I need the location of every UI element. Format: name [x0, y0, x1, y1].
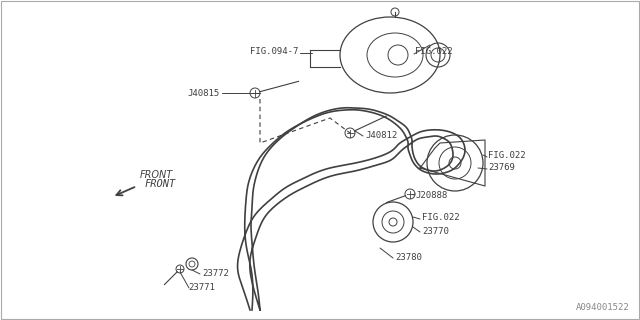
Text: FRONT: FRONT — [145, 179, 176, 189]
Text: 23769: 23769 — [488, 164, 515, 172]
Text: 23780: 23780 — [395, 253, 422, 262]
Text: FRONT: FRONT — [140, 170, 173, 180]
Text: 23771: 23771 — [188, 284, 215, 292]
Text: 23770: 23770 — [422, 227, 449, 236]
Text: J40812: J40812 — [365, 131, 397, 140]
Text: A094001522: A094001522 — [576, 303, 630, 312]
Text: J40815: J40815 — [188, 89, 220, 98]
Text: 23772: 23772 — [202, 269, 229, 278]
Text: FIG.022: FIG.022 — [415, 47, 452, 57]
Text: J20888: J20888 — [415, 191, 447, 201]
Text: FIG.094-7: FIG.094-7 — [250, 47, 298, 57]
Text: FIG.022: FIG.022 — [488, 150, 525, 159]
Text: FIG.022: FIG.022 — [422, 213, 460, 222]
